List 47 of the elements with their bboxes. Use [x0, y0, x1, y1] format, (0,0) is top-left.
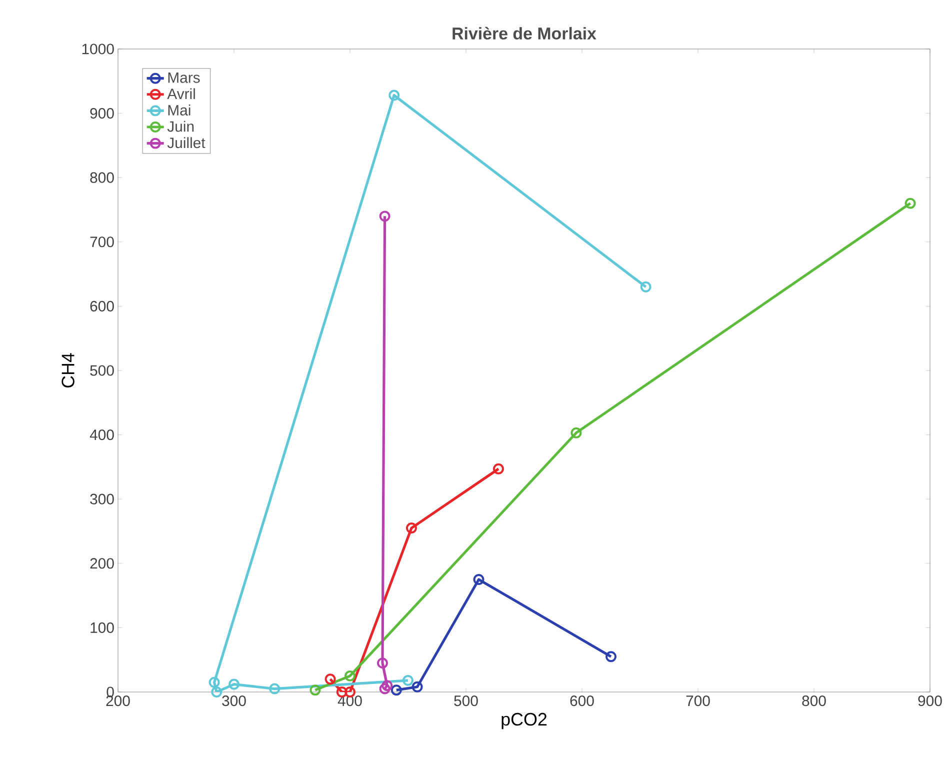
x-axis-title: pCO2 [502, 712, 547, 730]
chart-title: Rivière de Morlaix [452, 26, 596, 40]
point [570, 427, 582, 438]
point [402, 674, 414, 686]
point [344, 670, 356, 682]
legend-label: Mars [168, 72, 200, 83]
point [379, 683, 390, 694]
y-tick-label: 100 [90, 622, 114, 633]
x-tick-label: 600 [570, 696, 594, 706]
point [904, 198, 916, 209]
y-axis-title: CH4 [62, 353, 74, 388]
x-tick-label: 800 [802, 696, 826, 706]
point [473, 574, 484, 585]
point [269, 683, 280, 694]
point [382, 680, 393, 692]
y-tick-label: 600 [90, 300, 114, 312]
point [208, 676, 220, 688]
point [388, 90, 400, 101]
point [377, 658, 388, 669]
legend-label: Avril [167, 88, 195, 100]
point [406, 522, 417, 534]
point [211, 686, 222, 698]
point [390, 684, 402, 696]
y-tick-label: 400 [90, 430, 114, 440]
point [412, 681, 423, 692]
legend-label: Mai [168, 104, 190, 116]
x-tick-label: 500 [454, 696, 478, 706]
y-tick-label: 1000 [82, 44, 114, 54]
point [324, 674, 336, 685]
y-tick-label: 300 [90, 494, 114, 504]
legend-label: Juillet [167, 137, 206, 148]
y-tick-label: 500 [90, 365, 114, 376]
x-tick-label: 300 [222, 696, 246, 706]
x-tick-label: 700 [686, 696, 710, 706]
legend-label: Juin [167, 120, 194, 132]
y-tick-label: 800 [90, 172, 114, 183]
y-tick-label: 200 [90, 558, 114, 569]
y-tick-label: 900 [90, 108, 114, 119]
point [310, 684, 321, 696]
point [606, 651, 616, 662]
y-tick-label: 700 [90, 236, 114, 248]
point [493, 463, 504, 474]
x-tick-label: 900 [918, 696, 942, 706]
point [228, 678, 240, 690]
x-tick-label: 200 [106, 696, 130, 706]
point [640, 281, 652, 292]
point [379, 210, 390, 222]
